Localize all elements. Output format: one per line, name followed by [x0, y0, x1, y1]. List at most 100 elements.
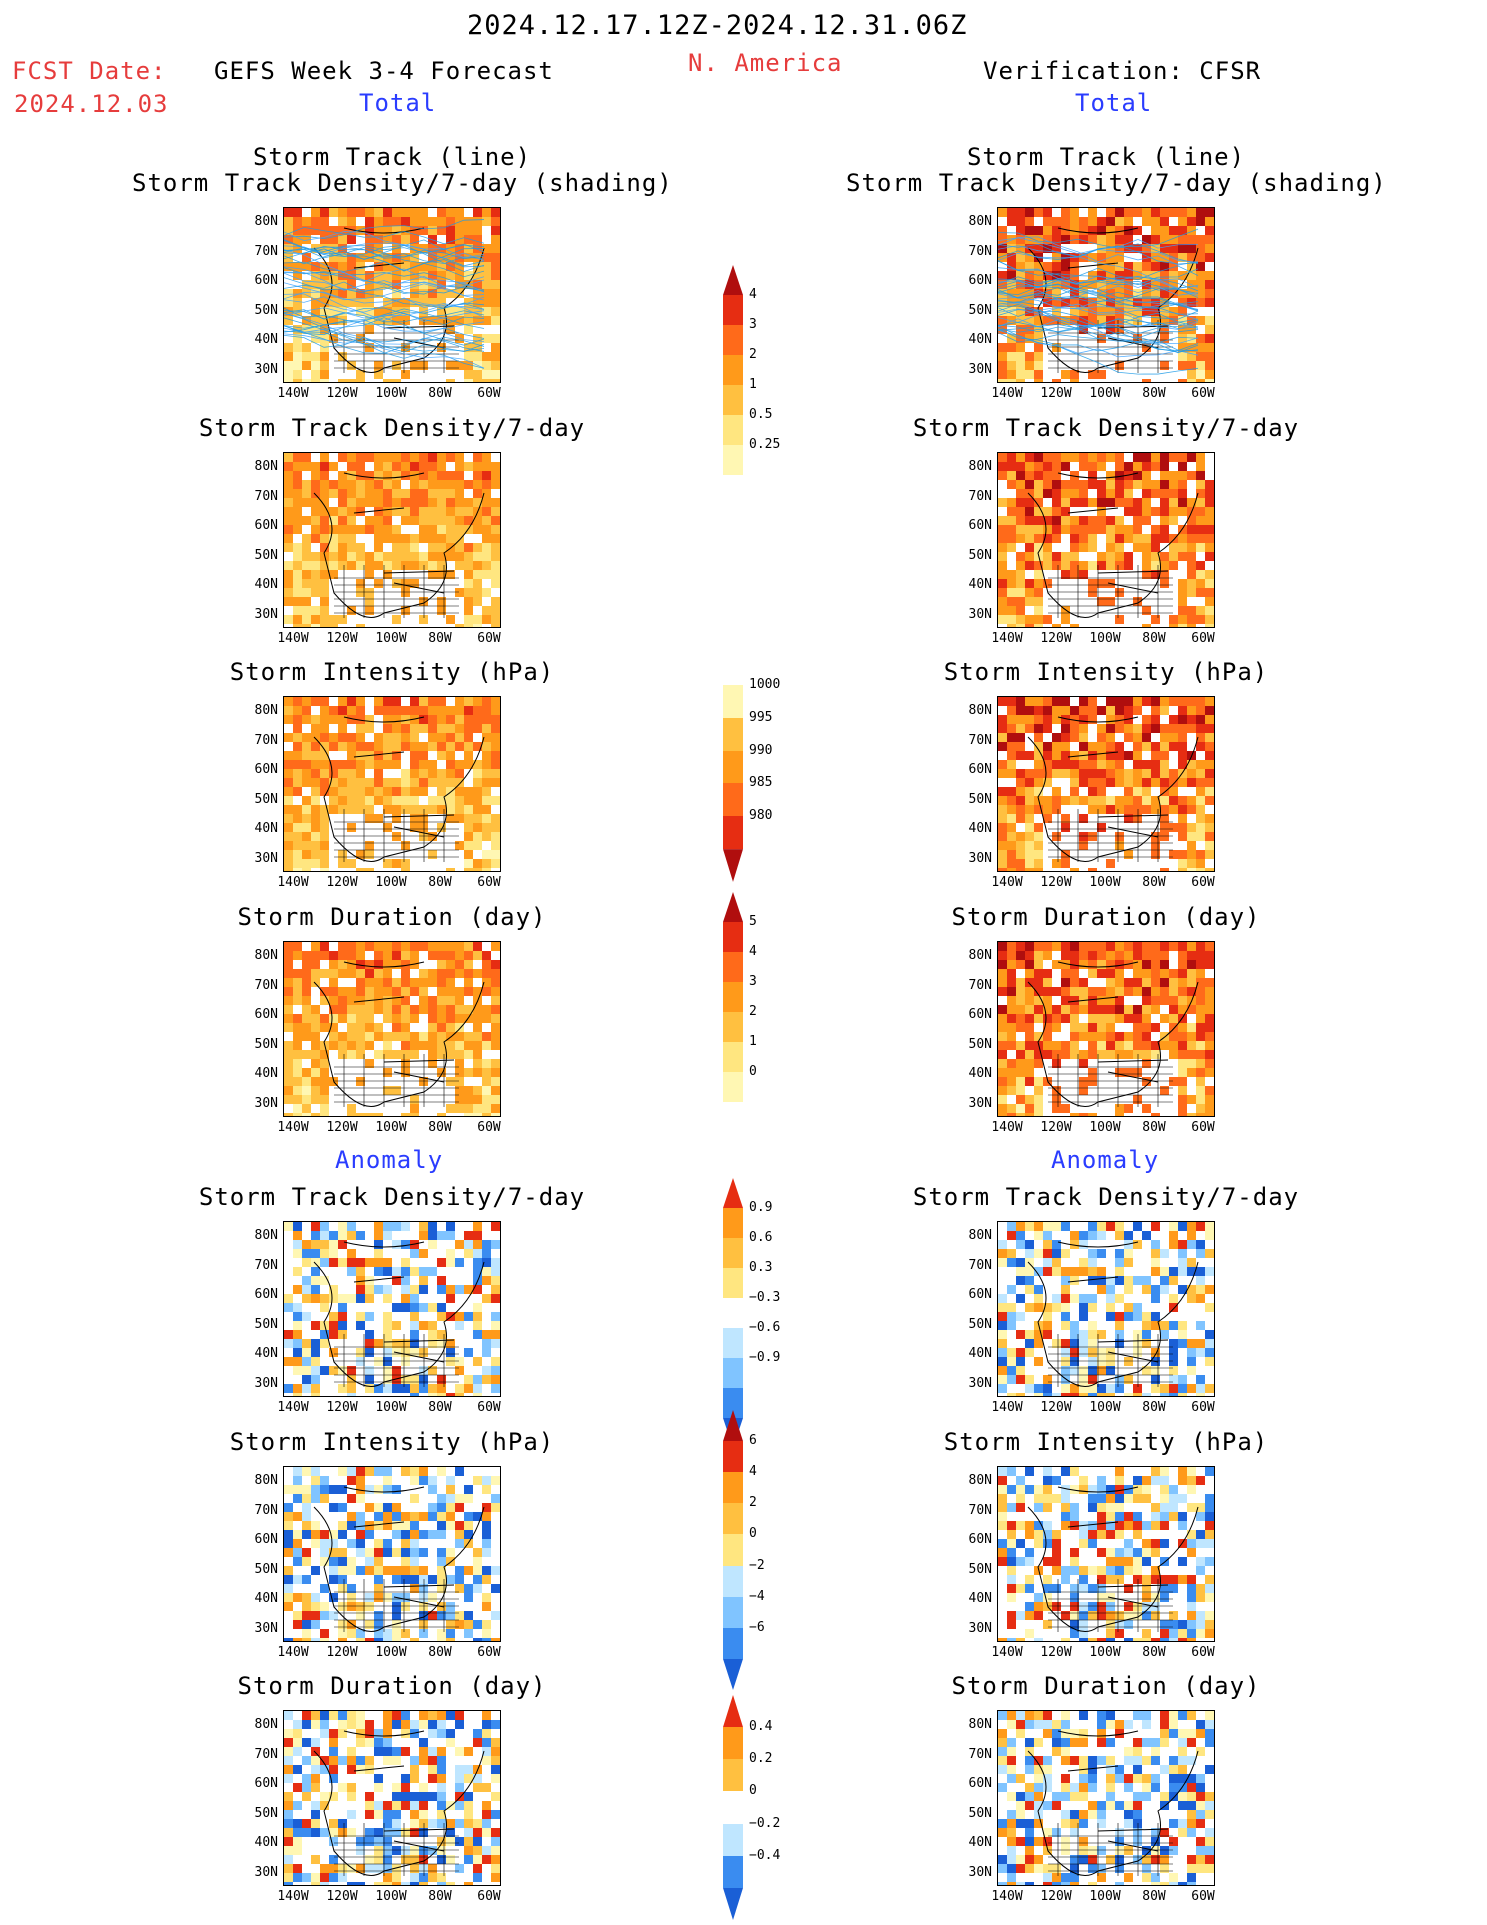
colorbar-segment: [723, 355, 743, 385]
lat-tick-label: 50N: [968, 791, 992, 807]
lon-tick-label: 100W: [1089, 1400, 1121, 1415]
colorbar-segment: [723, 385, 743, 415]
lon-tick-label: 100W: [375, 1645, 407, 1660]
lat-tick-label: 60N: [968, 1776, 992, 1791]
lat-tick-label: 40N: [968, 1591, 992, 1606]
colorbar-tick-label: 6: [749, 1433, 757, 1449]
colorbar-segment: [723, 892, 743, 922]
colorbar-segment: [723, 1072, 743, 1102]
lat-tick-label: 50N: [968, 1805, 992, 1821]
map-field-forecast-1: [284, 453, 500, 627]
colorbar-segment: [723, 415, 743, 445]
lat-tick-label: 50N: [254, 1316, 278, 1332]
lat-tick-label: 30N: [254, 1375, 278, 1391]
lon-tick-label: 120W: [326, 1120, 358, 1135]
panel-title-verification-2-0: Storm Intensity (hPa): [943, 658, 1269, 686]
lat-tick-label: 40N: [968, 332, 992, 347]
colorbar-segment: [723, 684, 743, 718]
colorbar-segment: [723, 717, 743, 751]
lon-tick-label: 60W: [1191, 1400, 1215, 1415]
colorbar-tick-label: −0.4: [749, 1847, 781, 1863]
lon-tick-label: 140W: [277, 1120, 309, 1135]
colorbar-segment: [723, 1759, 743, 1792]
lat-tick-label: 30N: [254, 1620, 278, 1636]
lon-tick-label: 120W: [326, 1889, 358, 1904]
lat-tick-label: 80N: [254, 1473, 278, 1488]
lat-tick-label: 50N: [254, 791, 278, 807]
colorbar-segment: [723, 1791, 743, 1824]
lat-tick-label: 40N: [968, 1835, 992, 1850]
lon-tick-label: 120W: [1040, 875, 1072, 890]
colorbar-segment: [723, 1042, 743, 1072]
lat-tick-label: 30N: [254, 361, 278, 377]
lon-tick-label: 60W: [1191, 1645, 1215, 1660]
colorbar-tick-label: 995: [749, 709, 773, 725]
map-forecast-0: [283, 207, 501, 383]
colorbar-segment: [723, 1472, 743, 1504]
colorbar-tick-label: 1: [749, 377, 757, 392]
colorbar-duration-anom: 0.4 0.2 0 −0.2 −0.4: [723, 1695, 780, 1920]
lat-tick-label: 80N: [254, 703, 278, 718]
colorbar-tick-label: 2: [749, 347, 757, 362]
lat-tick-label: 30N: [968, 606, 992, 622]
lon-tick-label: 140W: [991, 1889, 1023, 1904]
colorbar-tick-label: −0.3: [749, 1290, 781, 1305]
lon-tick-label: 120W: [1040, 1400, 1072, 1415]
map-field-verification-5: [998, 1467, 1214, 1641]
map-forecast-2: [283, 696, 501, 872]
map-verification-1: [997, 452, 1215, 628]
colorbar-tick-label: 980: [749, 808, 773, 824]
lon-tick-label: 100W: [375, 1400, 407, 1415]
lat-tick-label: 30N: [968, 1375, 992, 1391]
colorbar-tick-label: 4: [749, 944, 757, 959]
colorbar-segment: [723, 652, 743, 685]
lat-tick-label: 70N: [968, 1257, 992, 1273]
lat-tick-label: 60N: [968, 1532, 992, 1547]
lat-tick-label: 70N: [968, 732, 992, 748]
colorbar-segment: [723, 1503, 743, 1535]
colorbar-tick-label: 0.5: [749, 407, 773, 422]
lon-tick-label: 100W: [1089, 1889, 1121, 1904]
lat-tick-label: 70N: [968, 977, 992, 993]
colorbar-segment: [723, 982, 743, 1012]
lon-tick-label: 140W: [277, 386, 309, 401]
colorbar-tick-label: 1: [749, 1034, 757, 1049]
map-forecast-1: [283, 452, 501, 628]
panel-title-verification-3-0: Storm Duration (day): [951, 903, 1261, 931]
lat-tick-label: 30N: [968, 1620, 992, 1636]
lat-tick-label: 60N: [254, 518, 278, 533]
panel-title-forecast-6-0: Storm Duration (day): [237, 1672, 547, 1700]
colorbar-tick-label: −6: [749, 1619, 765, 1635]
lat-tick-label: 60N: [968, 1287, 992, 1302]
lon-tick-label: 80W: [1142, 1400, 1166, 1415]
colorbar-segment: [723, 1208, 743, 1238]
lon-tick-label: 60W: [477, 631, 501, 646]
lat-tick-label: 40N: [254, 821, 278, 836]
colorbar-segment: [723, 1727, 743, 1760]
lat-tick-label: 50N: [254, 1036, 278, 1052]
lon-tick-label: 80W: [1142, 1889, 1166, 1904]
lon-tick-label: 60W: [1191, 1120, 1215, 1135]
lon-tick-label: 100W: [375, 631, 407, 646]
lat-tick-label: 70N: [254, 1257, 278, 1273]
map-forecast-3: [283, 941, 501, 1117]
colorbar-segment: [723, 1887, 743, 1920]
colorbar-tick-label: 4: [749, 287, 757, 302]
colorbar-segment: [723, 475, 743, 505]
colorbar-duration-total: 5 4 3 2 1 0: [723, 892, 757, 1132]
lat-tick-label: 80N: [968, 459, 992, 474]
colorbar-segment: [723, 1565, 743, 1597]
lon-tick-label: 80W: [428, 631, 452, 646]
map-verification-0: [997, 207, 1215, 383]
panel-title-verification-0-0: Storm Track (line): [966, 143, 1246, 171]
lat-tick-label: 50N: [254, 302, 278, 318]
lon-tick-label: 60W: [477, 875, 501, 890]
map-forecast-5: [283, 1466, 501, 1642]
panel-title-forecast-4-0: Storm Track Density/7-day: [198, 1183, 586, 1211]
map-field-verification-2: [998, 697, 1214, 871]
lon-tick-label: 60W: [477, 386, 501, 401]
lat-tick-label: 80N: [254, 459, 278, 474]
colorbar-tick-label: 5: [749, 914, 757, 929]
lon-tick-label: 100W: [375, 1120, 407, 1135]
lat-tick-label: 50N: [968, 547, 992, 563]
